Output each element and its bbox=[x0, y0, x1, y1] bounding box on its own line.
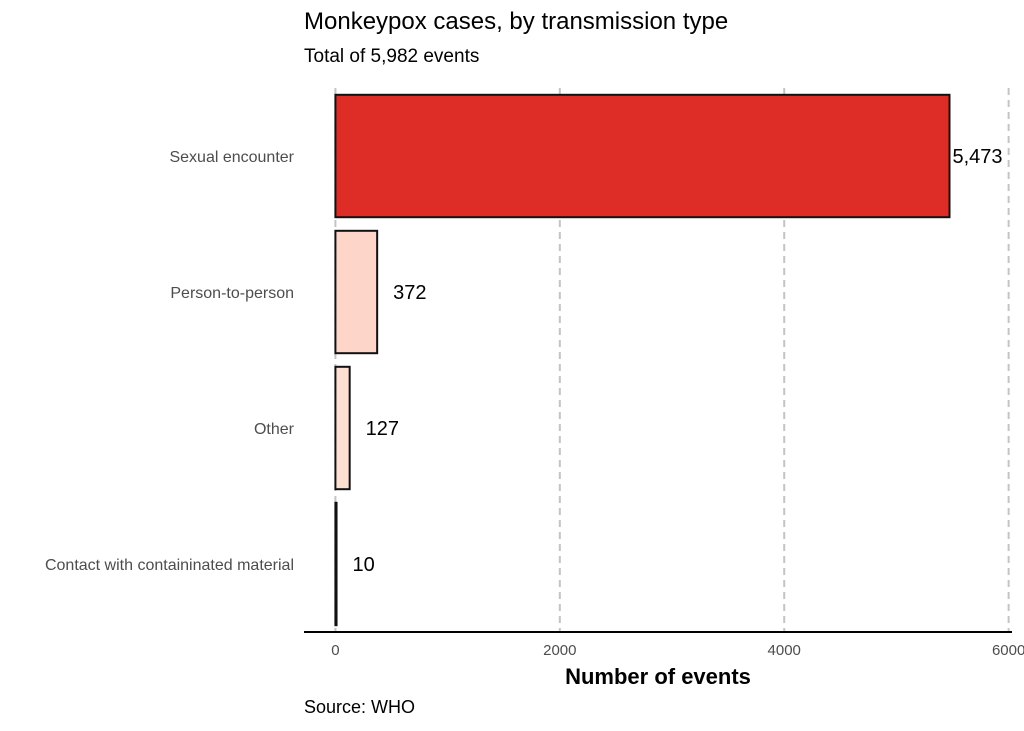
x-tick-label: 2000 bbox=[543, 642, 576, 659]
x-tick-label: 6000 bbox=[992, 642, 1024, 659]
bar bbox=[334, 93, 951, 219]
category-label: Sexual encounter bbox=[169, 149, 294, 166]
bar bbox=[334, 501, 338, 627]
category-label: Contact with containinated material bbox=[45, 557, 294, 574]
data-label: 372 bbox=[393, 282, 426, 304]
x-tick-label: 0 bbox=[331, 642, 339, 659]
bar bbox=[334, 365, 351, 491]
category-label: Other bbox=[254, 421, 295, 438]
chart-caption: Source: WHO bbox=[304, 697, 416, 717]
category-label: Person-to-person bbox=[170, 285, 294, 302]
data-label: 127 bbox=[366, 418, 399, 440]
chart-subtitle: Total of 5,982 events bbox=[304, 46, 480, 67]
x-tick-label: 4000 bbox=[768, 642, 801, 659]
bar bbox=[334, 229, 379, 355]
x-axis-title: Number of events bbox=[565, 664, 751, 689]
chart-title: Monkeypox cases, by transmission type bbox=[304, 8, 729, 35]
data-label: 10 bbox=[353, 554, 375, 576]
data-label: 5,473 bbox=[953, 146, 1003, 168]
